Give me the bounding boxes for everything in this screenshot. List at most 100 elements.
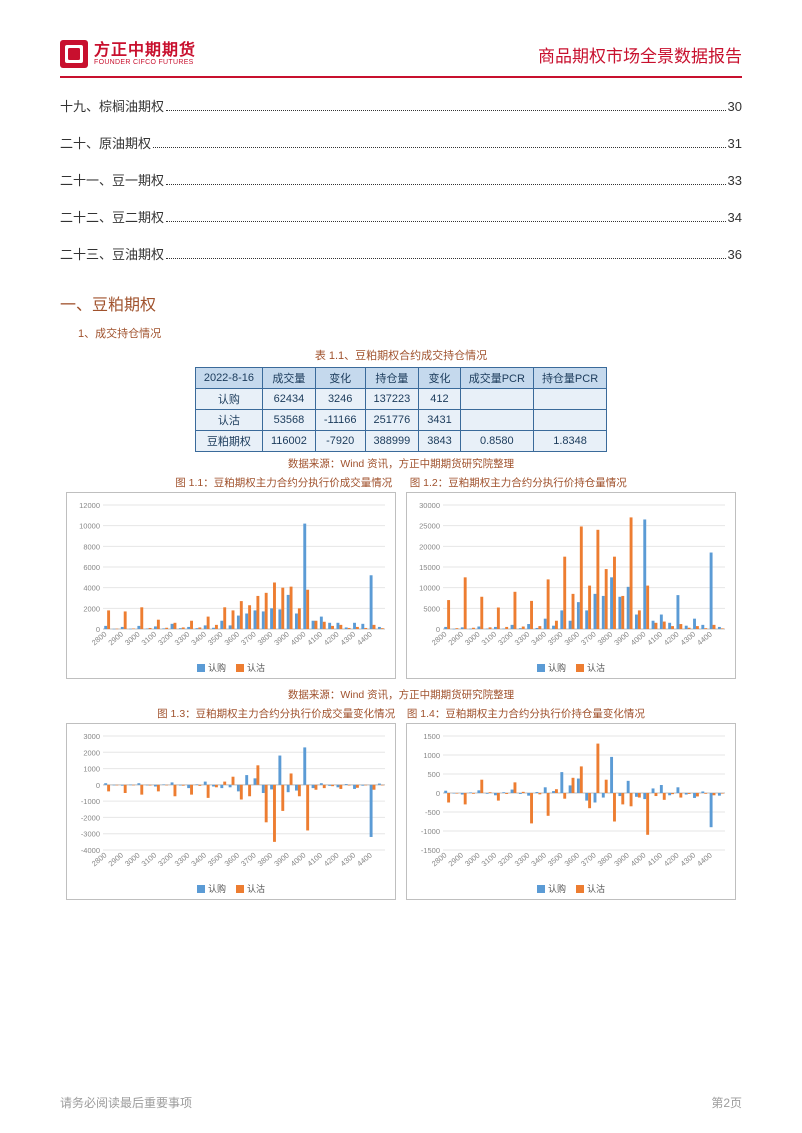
svg-text:3300: 3300 xyxy=(513,630,532,648)
table-cell xyxy=(533,410,606,431)
section-heading: 一、豆粕期权 xyxy=(60,291,742,315)
svg-text:4100: 4100 xyxy=(646,630,665,648)
svg-text:2900: 2900 xyxy=(446,851,465,869)
table-cell: 3246 xyxy=(315,389,365,410)
svg-text:6000: 6000 xyxy=(83,563,100,572)
report-title: 商品期权市场全景数据报告 xyxy=(538,42,742,67)
svg-text:-1000: -1000 xyxy=(421,827,440,836)
legend-call: 认购 xyxy=(208,661,226,674)
svg-text:4400: 4400 xyxy=(695,630,714,648)
legend-put: 认沽 xyxy=(247,661,265,674)
svg-text:3800: 3800 xyxy=(256,630,275,648)
svg-text:0: 0 xyxy=(436,789,440,798)
fig12-caption: 图 1.2：豆粕期权主力合约分执行价持仓量情况 xyxy=(410,477,627,489)
svg-text:1000: 1000 xyxy=(83,765,100,774)
svg-text:4000: 4000 xyxy=(629,630,648,648)
svg-text:-2000: -2000 xyxy=(81,813,100,822)
table-cell: 3431 xyxy=(419,410,460,431)
chart-11: 0200040006000800010000120002800290030003… xyxy=(66,492,396,679)
table-row: 豆粕期权116002-792038899938430.85801.8348 xyxy=(195,431,606,452)
toc-row: 二十二、豆二期权 34 xyxy=(60,207,742,226)
chart-14: -1500-1000-50005001000150028002900300031… xyxy=(406,723,736,900)
table-cell: 62434 xyxy=(262,389,315,410)
svg-text:3300: 3300 xyxy=(173,630,192,648)
svg-text:2900: 2900 xyxy=(446,630,465,648)
svg-text:4200: 4200 xyxy=(662,851,681,869)
svg-text:8000: 8000 xyxy=(83,542,100,551)
table-row: 认沽53568-111662517763431 xyxy=(195,410,606,431)
table-cell xyxy=(533,389,606,410)
svg-text:4100: 4100 xyxy=(646,851,665,869)
toc-row: 二十、原油期权31 xyxy=(60,133,742,152)
legend-12: 认购 认沽 xyxy=(411,661,731,674)
svg-text:4400: 4400 xyxy=(695,851,714,869)
table-cell: -11166 xyxy=(315,410,365,431)
table-cell: 116002 xyxy=(262,431,315,452)
table-cell: 251776 xyxy=(365,410,419,431)
svg-text:10000: 10000 xyxy=(79,522,100,531)
svg-text:3400: 3400 xyxy=(529,851,548,869)
svg-text:-1000: -1000 xyxy=(81,797,100,806)
svg-text:4400: 4400 xyxy=(355,630,374,648)
svg-text:3900: 3900 xyxy=(272,630,291,648)
svg-text:3500: 3500 xyxy=(206,630,225,648)
svg-text:-1500: -1500 xyxy=(421,846,440,855)
svg-text:4000: 4000 xyxy=(629,851,648,869)
svg-text:3500: 3500 xyxy=(546,851,565,869)
svg-text:2900: 2900 xyxy=(106,851,125,869)
chart-12: 0500010000150002000025000300002800290030… xyxy=(406,492,736,679)
legend-call: 认购 xyxy=(208,882,226,895)
table-cell: 认沽 xyxy=(195,410,262,431)
svg-text:4100: 4100 xyxy=(306,851,325,869)
svg-text:4100: 4100 xyxy=(306,630,325,648)
fig13-caption: 图 1.3：豆粕期权主力合约分执行价成交量变化情况 xyxy=(157,708,395,720)
table-header-cell: 持仓量 xyxy=(365,368,419,389)
fig-row1-captions: 图 1.1：豆粕期权主力合约分执行价成交量情况 图 1.2：豆粕期权主力合约分执… xyxy=(60,475,742,490)
svg-text:5000: 5000 xyxy=(423,604,440,613)
table-cell: 1.8348 xyxy=(533,431,606,452)
table-cell: 3843 xyxy=(419,431,460,452)
svg-text:3500: 3500 xyxy=(206,851,225,869)
page-header: 方正中期期货 FOUNDER CIFCO FUTURES 商品期权市场全景数据报… xyxy=(60,40,742,68)
svg-text:3000: 3000 xyxy=(463,851,482,869)
svg-text:3300: 3300 xyxy=(513,851,532,869)
legend-put: 认沽 xyxy=(247,882,265,895)
table-cell: 53568 xyxy=(262,410,315,431)
svg-text:0: 0 xyxy=(96,781,100,790)
svg-text:12000: 12000 xyxy=(79,501,100,510)
legend-14: 认购 认沽 xyxy=(411,882,731,895)
table-cell: 0.8580 xyxy=(460,431,533,452)
legend-put: 认沽 xyxy=(587,661,605,674)
charts-row-2: -4000-3000-2000-100001000200030002800290… xyxy=(60,723,742,900)
svg-text:3600: 3600 xyxy=(563,630,582,648)
svg-text:3500: 3500 xyxy=(546,630,565,648)
svg-text:2000: 2000 xyxy=(83,604,100,613)
source-2: 数据来源：Wind 资讯，方正中期期货研究院整理 xyxy=(60,687,742,702)
chart-13: -4000-3000-2000-100001000200030002800290… xyxy=(66,723,396,900)
table-header-cell: 2022-8-16 xyxy=(195,368,262,389)
table-cell: 388999 xyxy=(365,431,419,452)
svg-text:4300: 4300 xyxy=(679,851,698,869)
toc-label: 十九、棕榈油期权 xyxy=(60,96,164,115)
table-header-cell: 成交量PCR xyxy=(460,368,533,389)
toc-label: 二十二、豆二期权 xyxy=(60,207,164,226)
legend-call: 认购 xyxy=(548,882,566,895)
svg-text:3100: 3100 xyxy=(140,630,159,648)
toc-page: 33 xyxy=(728,173,742,188)
svg-text:3600: 3600 xyxy=(563,851,582,869)
toc-page: 31 xyxy=(728,136,742,151)
svg-text:4300: 4300 xyxy=(339,851,358,869)
svg-text:20000: 20000 xyxy=(419,542,440,551)
svg-text:4200: 4200 xyxy=(322,851,341,869)
svg-text:15000: 15000 xyxy=(419,563,440,572)
svg-text:2000: 2000 xyxy=(83,748,100,757)
svg-text:3200: 3200 xyxy=(156,851,175,869)
table-cell: 认购 xyxy=(195,389,262,410)
toc-page: 34 xyxy=(728,210,742,225)
toc-dots xyxy=(166,258,726,259)
svg-text:3400: 3400 xyxy=(529,630,548,648)
legend-call: 认购 xyxy=(548,661,566,674)
page-footer: 请务必阅读最后重要事项 第2页 xyxy=(60,1094,742,1111)
svg-text:3200: 3200 xyxy=(156,630,175,648)
svg-text:4300: 4300 xyxy=(679,630,698,648)
